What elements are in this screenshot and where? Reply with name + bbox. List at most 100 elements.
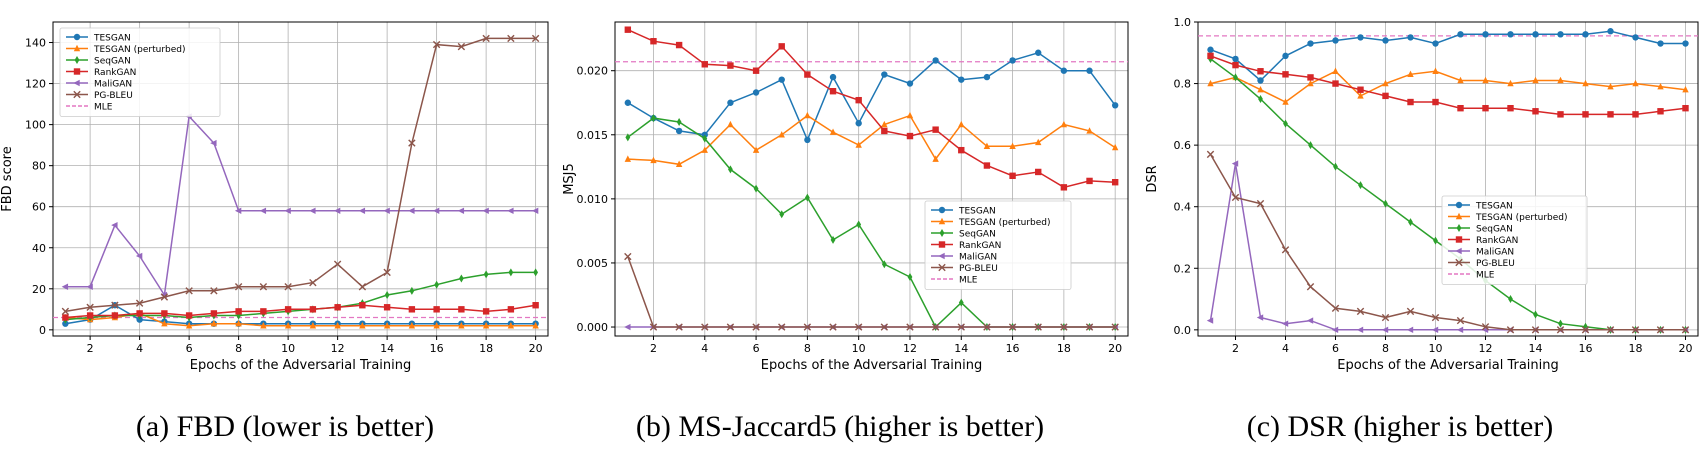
data-point-tesgan <box>1507 31 1514 38</box>
msj5-x-axis-label: Epochs of the Adversarial Training <box>761 358 983 373</box>
data-point-pg-bleu <box>383 268 391 277</box>
x-tick-label: 2 <box>650 342 657 355</box>
data-point-rankgan <box>778 43 785 50</box>
data-point-pg-bleu <box>1606 326 1615 334</box>
data-point-maligan <box>234 207 242 215</box>
data-point-pg-bleu <box>160 293 169 301</box>
series-line-pg-bleu <box>627 256 1116 328</box>
data-point-rankgan <box>1086 177 1093 185</box>
data-point-rankgan <box>507 306 515 313</box>
data-point-tesgan-perturbed <box>1111 143 1119 151</box>
data-point-tesgan <box>1257 77 1264 84</box>
legend-marker <box>73 44 81 52</box>
x-tick-label: 6 <box>186 342 193 355</box>
data-point-maligan <box>135 252 143 260</box>
series-tesgan <box>624 49 1119 144</box>
data-point-tesgan-perturbed <box>161 319 168 327</box>
data-point-pg-bleu <box>61 307 70 316</box>
msj5-chart: 2 4 6 8 10 12 14 16 18 20 0.000 0.005 0.010 0.015 0.02… <box>562 21 1129 373</box>
data-point-pg-bleu <box>507 34 515 43</box>
data-point-rankgan <box>383 304 391 311</box>
data-point-seqgan <box>409 286 415 295</box>
data-point-rankgan <box>932 126 939 133</box>
data-point-rankgan <box>1332 80 1339 87</box>
data-point-pg-bleu <box>284 283 292 291</box>
data-point-tesgan-perturbed <box>1035 138 1042 146</box>
series-maligan <box>61 113 539 299</box>
data-point-rankgan <box>1207 52 1214 60</box>
y-tick-label: 0.010 <box>577 193 609 206</box>
x-tick-label: 8 <box>235 342 242 355</box>
dsr-y-ticks: 0.0 0.2 0.4 0.6 0.8 1.0 <box>1174 16 1198 337</box>
data-point-rankgan <box>62 314 69 321</box>
x-tick-label: 12 <box>1479 342 1493 355</box>
x-tick-label: 12 <box>331 342 345 355</box>
msj5-axes-frame <box>614 21 1129 337</box>
data-point-pg-bleu <box>1531 326 1540 334</box>
data-point-pg-bleu <box>457 42 466 51</box>
legend-marker <box>73 33 81 41</box>
x-tick-label: 6 <box>1332 342 1339 355</box>
data-point-tesgan-perturbed <box>260 322 267 329</box>
legend-box <box>1441 195 1588 285</box>
data-point-pg-bleu <box>624 252 632 261</box>
legend-entry: TESGAN <box>931 207 996 217</box>
data-point-seqgan <box>856 220 862 229</box>
data-point-tesgan-perturbed <box>727 120 734 128</box>
data-point-tesgan-perturbed <box>778 131 785 138</box>
legend-marker <box>1456 224 1462 232</box>
data-point-tesgan-perturbed <box>932 155 939 162</box>
data-point-tesgan-perturbed <box>458 322 465 329</box>
data-point-tesgan-perturbed <box>1407 70 1414 78</box>
y-tick-label: 0.0 <box>1174 324 1192 337</box>
data-point-rankgan <box>1111 179 1119 186</box>
legend-label: MLE <box>1476 271 1495 281</box>
data-point-pg-bleu <box>1085 323 1094 331</box>
series-line-seqgan <box>65 271 536 321</box>
data-point-seqgan <box>907 273 913 282</box>
data-point-tesgan-perturbed <box>675 160 683 167</box>
data-point-pg-bleu <box>701 323 709 331</box>
dsr-chart: 2 4 6 8 10 12 14 16 18 20 0.0 0.2 0.4 0.6 0.8 1.0 Epochs… <box>1145 16 1699 373</box>
data-point-tesgan-perturbed <box>1607 82 1614 90</box>
legend-label: MaliGAN <box>959 253 997 263</box>
data-point-pg-bleu <box>931 323 940 331</box>
y-tick-label: 0.4 <box>1174 201 1192 214</box>
msj5-plot-area <box>615 26 1128 332</box>
series-line-tesgan-perturbed <box>1210 70 1686 103</box>
data-point-tesgan <box>1207 46 1214 53</box>
legend-marker <box>939 229 945 237</box>
data-point-tesgan-perturbed <box>1086 127 1093 134</box>
data-point-maligan <box>1331 326 1339 334</box>
msj5-caption: (b) MS-Jaccard5 (higher is better) <box>635 410 1045 443</box>
series-line-tesgan <box>1210 30 1686 82</box>
x-tick-label: 18 <box>479 342 493 355</box>
legend-marker <box>1455 201 1463 209</box>
data-point-seqgan <box>434 280 440 289</box>
data-point-rankgan <box>136 310 143 317</box>
data-point-tesgan <box>1607 28 1614 35</box>
series-tesgan-perturbed <box>624 111 1119 167</box>
x-tick-label: 10 <box>281 342 295 355</box>
data-point-tesgan-perturbed <box>334 322 341 329</box>
data-point-tesgan-perturbed <box>235 319 242 327</box>
data-point-tesgan <box>1582 31 1589 38</box>
data-point-rankgan <box>1009 172 1016 179</box>
data-point-seqgan <box>651 114 656 123</box>
data-point-tesgan <box>1632 34 1639 41</box>
data-point-rankgan <box>235 308 242 315</box>
series-pg-bleu <box>1206 150 1690 334</box>
data-point-tesgan-perturbed <box>1507 79 1514 87</box>
data-point-rankgan <box>1482 104 1489 112</box>
data-point-rankgan <box>1607 111 1614 118</box>
data-point-rankgan <box>701 61 708 68</box>
data-point-maligan <box>284 207 291 215</box>
data-point-maligan <box>1206 317 1214 324</box>
data-point-seqgan <box>508 268 514 277</box>
data-point-tesgan-perturbed <box>1682 86 1689 93</box>
data-point-maligan <box>86 283 93 290</box>
legend-entry: MaliGAN <box>66 80 132 90</box>
data-point-maligan <box>1231 160 1239 167</box>
data-point-rankgan <box>433 306 440 313</box>
legend-label: SeqGAN <box>959 230 996 240</box>
